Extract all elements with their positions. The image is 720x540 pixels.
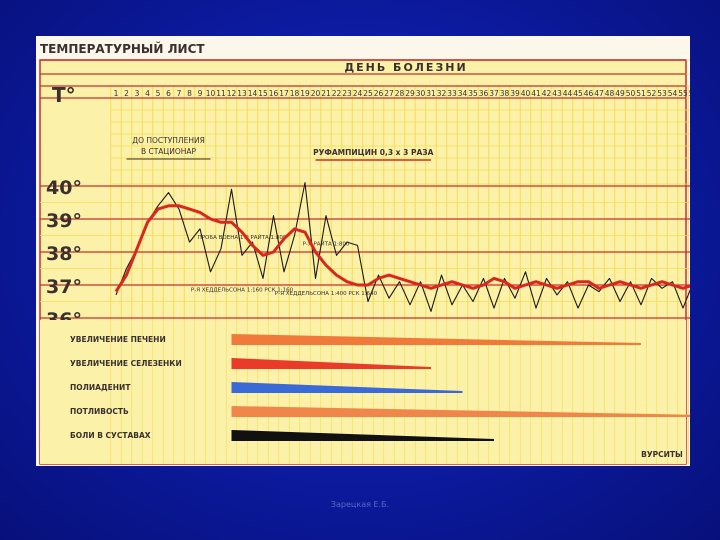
day-tick-label: 18 [290,89,300,98]
symptom-bar [231,382,463,393]
day-tick-label: 37 [489,89,499,98]
symptom-bar [231,430,494,441]
footer-author: Зарецкая Е.Б. [330,500,390,509]
day-tick-label: 39 [510,89,520,98]
day-tick-label: 17 [279,89,289,98]
day-tick-label: 11 [216,89,226,98]
day-tick-label: 43 [552,89,562,98]
day-tick-label: 31 [426,89,436,98]
day-tick-label: 7 [177,89,182,98]
symptom-bar [231,334,641,345]
day-tick-label: 47 [594,89,604,98]
header-band-label: ДЕНЬ БОЛЕЗНИ [344,61,467,74]
day-tick-label: 49 [615,89,625,98]
poster-title: ТЕМПЕРАТУРНЫЙ ЛИСТ [40,41,205,56]
day-tick-label: 6 [166,89,171,98]
day-tick-label: 24 [353,89,363,98]
symptom-label: ПОТЛИВОСТЬ [70,407,129,416]
symptom-label: УВЕЛИЧЕНИЕ ПЕЧЕНИ [70,335,166,344]
symptom-bar [231,406,690,417]
day-tick-label: 33 [447,89,457,98]
trend-series-line [114,204,690,293]
day-tick-label: 32 [437,89,447,98]
day-tick-label: 20 [311,89,321,98]
day-tick-label: 38 [500,89,510,98]
day-tick-label: 1 [114,89,119,98]
symptom-label: УВЕЛИЧЕНИЕ СЕЛЕЗЕНКИ [70,359,182,368]
day-tick-label: 56 [689,89,690,98]
day-tick-label: 5 [156,89,161,98]
day-tick-label: 12 [227,89,237,98]
day-tick-label: 27 [384,89,394,98]
day-tick-label: 16 [269,89,279,98]
temp-tick-label: 38° [46,243,82,265]
day-tick-label: 51 [636,89,646,98]
day-tick-label: 35 [468,89,478,98]
day-tick-label: 36 [479,89,489,98]
day-tick-label: 52 [647,89,657,98]
day-tick-label: 48 [605,89,615,98]
lab-annotation: ПРОБА ВОЕНА 1:0 РАЙТА 1:800 [198,234,287,241]
day-tick-label: 55 [678,89,688,98]
day-tick-label: 45 [573,89,583,98]
day-tick-label: 46 [584,89,594,98]
day-tick-label: 41 [531,89,541,98]
lab-annotation: Р-Я ХЕДДЕЛЬСОНА 1:400 РСК 1:640 [275,291,378,297]
temperature-chart-poster: ТЕМПЕРАТУРНЫЙ ЛИСТ ДЕНЬ БОЛЕЗНИ Т° 1 2 3 4 5 6 7 8… [36,36,690,466]
day-tick-label: 2 [124,89,129,98]
day-tick-label: 30 [416,89,426,98]
temperature-series-line [115,182,690,312]
day-tick-label: 21 [321,89,331,98]
day-tick-label: 28 [395,89,405,98]
day-tick-label: 10 [206,89,216,98]
day-tick-label: 15 [258,89,268,98]
day-tick-label: 34 [458,89,468,98]
treatment-note: РУФАМПИЦИН 0,3 х 3 РАЗА [313,148,433,157]
arrow-note-line-2: В СТАЦИОНАР [141,147,197,156]
day-tick-label: 22 [332,89,342,98]
day-tick-label: 26 [374,89,384,98]
symptom-label: БОЛИ В СУСТАВАХ [70,431,151,440]
day-tick-label: 3 [135,89,140,98]
day-tick-label: 23 [342,89,352,98]
day-tick-label: 4 [145,89,150,98]
day-tick-label: 50 [626,89,636,98]
temp-tick-label: 39° [46,210,82,232]
temp-axis-label: Т° [52,83,76,107]
lab-annotation: Р-Я РАЙТА 1:800 [303,240,350,247]
temp-tick-label: 40° [46,177,82,199]
day-tick-label: 9 [198,89,203,98]
day-tick-label: 40 [521,89,531,98]
day-tick-label: 42 [542,89,552,98]
day-tick-label: 29 [405,89,415,98]
arrow-note-line-1: ДО ПОСТУПЛЕНИЯ [132,136,205,145]
symptom-bar [231,358,431,369]
day-tick-label: 44 [563,89,573,98]
temp-tick-label: 37° [46,276,82,298]
day-tick-label: 13 [237,89,247,98]
day-tick-label: 14 [248,89,258,98]
lab-annotation: Р-Я ХЕДДЕЛЬСОНА 1:160 РСК 1:160 [191,288,294,294]
day-tick-label: 25 [363,89,373,98]
day-tick-label: 19 [300,89,310,98]
day-tick-label: 53 [657,89,667,98]
day-tick-label: 8 [187,89,192,98]
symptom-label: ПОЛИАДЕНИТ [70,383,131,392]
day-tick-label: 54 [668,89,678,98]
symptom-end-note: ВУРСИТЫ [641,450,683,459]
